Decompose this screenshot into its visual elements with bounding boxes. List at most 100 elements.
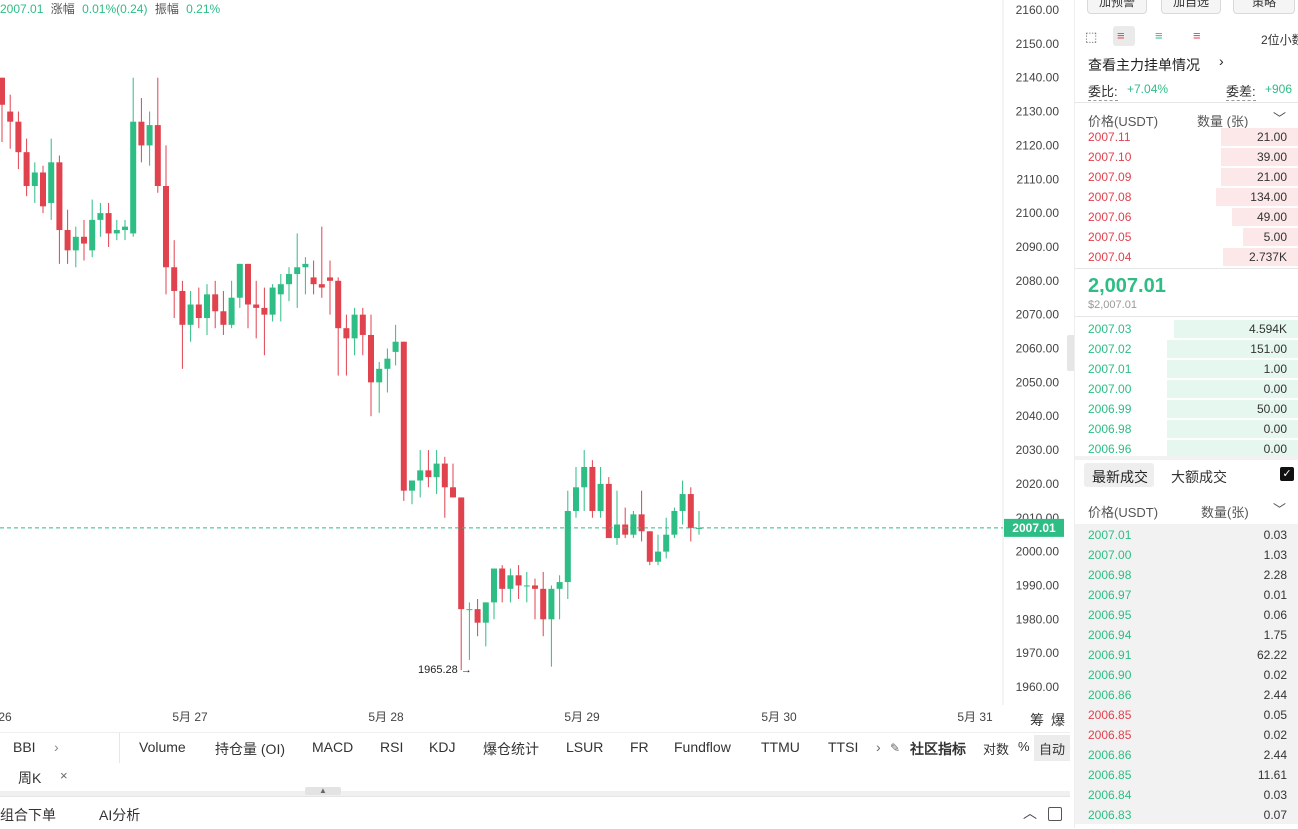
ask-row[interactable]: 2007.08 134.00 xyxy=(1075,187,1298,207)
trade-row[interactable]: 2006.85 11.61 xyxy=(1075,764,1298,784)
order-qty: 50.00 xyxy=(1256,402,1287,416)
y-tick-label: 2040.00 xyxy=(1016,409,1060,423)
chevron-up-icon[interactable]: ︿ xyxy=(1023,805,1037,821)
ask-row[interactable]: 2007.05 5.00 xyxy=(1075,227,1298,247)
log-scale-toggle[interactable]: 对数 xyxy=(983,742,1010,757)
bid-row[interactable]: 2007.03 4.594K xyxy=(1075,319,1298,339)
low-price-marker: 1965.28 → xyxy=(418,664,472,676)
trade-row[interactable]: 2007.01 0.03 xyxy=(1075,524,1298,544)
indicator-volume[interactable]: Volume xyxy=(139,739,186,755)
large-trades-tab[interactable]: 大额成交 xyxy=(1171,469,1227,485)
depth-bar xyxy=(1166,360,1298,378)
strategy-button[interactable]: 策略 xyxy=(1233,0,1295,14)
indicator-liquidation[interactable]: 爆仓统计 xyxy=(483,741,539,757)
ask-row[interactable]: 2007.09 21.00 xyxy=(1075,167,1298,187)
liquidation-label[interactable]: 爆 xyxy=(1051,712,1065,728)
percent-scale-toggle[interactable]: % xyxy=(1018,739,1030,754)
trade-row[interactable]: 2006.85 0.02 xyxy=(1075,724,1298,744)
candlestick-chart[interactable]: 2160.00 2150.00 2140.00 2130.00 2120.00 2110.… xyxy=(0,0,1070,730)
bid-row[interactable]: 2007.01 1.00 xyxy=(1075,359,1298,379)
candle-body xyxy=(236,263,243,298)
pane-splitter[interactable] xyxy=(0,791,1070,796)
trade-row[interactable]: 2006.83 0.07 xyxy=(1075,804,1298,824)
chevron-right-icon[interactable]: › xyxy=(54,739,59,755)
ask-row[interactable]: 2007.10 39.00 xyxy=(1075,147,1298,167)
candle-body xyxy=(687,494,694,528)
y-tick-label: 2030.00 xyxy=(1016,443,1060,457)
main-orders-link[interactable]: 查看主力挂单情况 xyxy=(1088,57,1200,73)
candle-body xyxy=(482,602,489,623)
ask-row[interactable]: 2007.11 21.00 xyxy=(1075,127,1298,147)
indicator-bar: BBI › Volume 持仓量 (OI) MACD RSI KDJ 爆仓统计 … xyxy=(0,732,1070,763)
orderbook-qty-header[interactable]: 数量 (张) xyxy=(1197,114,1249,129)
indicator-fundflow[interactable]: Fundflow xyxy=(674,739,731,755)
bid-row[interactable]: 2006.98 0.00 xyxy=(1075,419,1298,439)
combo-order-tab[interactable]: 组合下单 xyxy=(0,807,56,823)
chevron-up-icon[interactable]: ▲ xyxy=(305,787,341,795)
candle-body xyxy=(474,609,481,623)
bid-row[interactable]: 2006.96 0.00 xyxy=(1075,439,1298,459)
trades-qty-header[interactable]: 数量(张) xyxy=(1201,505,1249,520)
trade-row[interactable]: 2006.84 0.03 xyxy=(1075,784,1298,804)
indicator-ttsi[interactable]: TTSI xyxy=(828,739,859,755)
panel-collapse-handle[interactable] xyxy=(1067,335,1075,371)
add-watchlist-button[interactable]: 加自选 xyxy=(1161,0,1221,14)
view-asks-icon[interactable]: ≡ xyxy=(1193,28,1201,43)
ask-row[interactable]: 2007.06 49.00 xyxy=(1075,207,1298,227)
trade-row[interactable]: 2007.00 1.03 xyxy=(1075,544,1298,564)
trade-qty: 2.28 xyxy=(1263,568,1287,582)
bid-diff-value: +906 xyxy=(1265,82,1293,96)
indicator-rsi[interactable]: RSI xyxy=(380,739,404,755)
bid-diff-label: 委差: xyxy=(1226,81,1256,101)
view-both-icon[interactable]: ≡ xyxy=(1117,28,1125,43)
trade-row[interactable]: 2006.86 2.44 xyxy=(1075,684,1298,704)
indicator-lsur[interactable]: LSUR xyxy=(566,739,604,755)
trade-row[interactable]: 2006.94 1.75 xyxy=(1075,624,1298,644)
y-tick-label: 2090.00 xyxy=(1016,240,1060,254)
bid-row[interactable]: 2007.02 151.00 xyxy=(1075,339,1298,359)
indicator-bbi[interactable]: BBI xyxy=(13,739,36,755)
bid-row[interactable]: 2007.00 0.00 xyxy=(1075,379,1298,399)
chip-distribution-label[interactable]: 筹 xyxy=(1030,712,1044,728)
ask-row[interactable]: 2007.04 2.737K xyxy=(1075,247,1298,267)
tab-weekly[interactable]: 周K xyxy=(18,770,42,786)
trade-row[interactable]: 2006.98 2.28 xyxy=(1075,564,1298,584)
depth-bar xyxy=(1220,168,1298,186)
ai-analysis-tab[interactable]: AI分析 xyxy=(99,807,141,823)
expand-icon[interactable] xyxy=(1048,807,1062,821)
chevron-down-icon[interactable]: ﹀ xyxy=(1273,502,1287,517)
y-tick-label: 1960.00 xyxy=(1016,680,1060,694)
auto-scale-toggle[interactable]: 自动 xyxy=(1039,742,1066,757)
chevron-right-icon[interactable]: › xyxy=(876,739,881,755)
candle-body xyxy=(269,287,276,315)
candle-body xyxy=(72,236,79,251)
order-price: 2007.06 xyxy=(1088,210,1132,224)
chevron-right-icon[interactable]: › xyxy=(1219,53,1224,69)
x-tick-label: 5月 30 xyxy=(761,710,797,724)
trade-row[interactable]: 2006.95 0.06 xyxy=(1075,604,1298,624)
checkbox-checked-icon[interactable]: ✓ xyxy=(1280,467,1294,481)
trade-row[interactable]: 2006.91 62.22 xyxy=(1075,644,1298,664)
bid-row[interactable]: 2006.99 50.00 xyxy=(1075,399,1298,419)
indicator-kdj[interactable]: KDJ xyxy=(429,739,456,755)
depth-bar xyxy=(1216,188,1298,206)
indicator-fr[interactable]: FR xyxy=(630,739,649,755)
indicator-macd[interactable]: MACD xyxy=(312,739,354,755)
latest-trades-tab[interactable]: 最新成交 xyxy=(1092,469,1148,485)
decimals-select[interactable]: 2位小数 xyxy=(1261,33,1298,47)
add-alert-button[interactable]: 加预警 xyxy=(1087,0,1147,14)
trade-row[interactable]: 2006.85 0.05 xyxy=(1075,704,1298,724)
community-indicators[interactable]: 社区指标 xyxy=(910,741,966,757)
popout-icon[interactable]: ⬚ xyxy=(1085,29,1098,44)
trade-row[interactable]: 2006.86 2.44 xyxy=(1075,744,1298,764)
view-bids-icon[interactable]: ≡ xyxy=(1155,28,1163,43)
trade-row[interactable]: 2006.90 0.02 xyxy=(1075,664,1298,684)
edit-icon[interactable]: ✎ xyxy=(890,741,901,755)
trade-row[interactable]: 2006.97 0.01 xyxy=(1075,584,1298,604)
indicator-ttmu[interactable]: TTMU xyxy=(761,739,800,755)
close-icon[interactable]: × xyxy=(60,768,68,783)
candle-body xyxy=(433,463,440,478)
indicator-oi[interactable]: 持仓量 (OI) xyxy=(215,741,285,757)
chevron-down-icon[interactable]: ﹀ xyxy=(1273,111,1287,126)
order-price: 2006.96 xyxy=(1088,442,1132,456)
